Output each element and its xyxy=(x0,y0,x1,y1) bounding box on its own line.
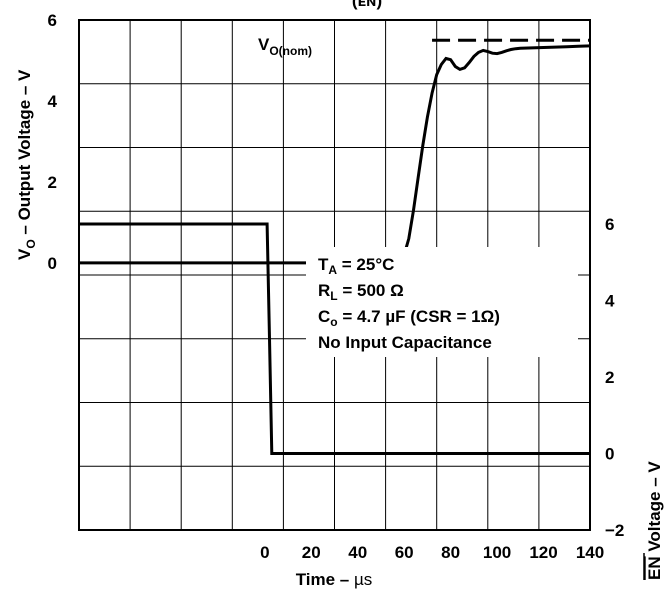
condition-co: Co = 4.7 µF (CSR = 1Ω) xyxy=(318,307,500,329)
right-y-tick-label: 6 xyxy=(605,215,614,234)
left-y-axis-label: VO – Output Voltage – V xyxy=(15,69,38,260)
nominal-voltage-label: VO(nom) xyxy=(258,35,312,58)
right-y-tick-label: 4 xyxy=(605,291,615,310)
conditions-background xyxy=(306,247,578,357)
conditions-annotation: TA = 25°C RL = 500 Ω Co = 4.7 µF (CSR = … xyxy=(306,247,578,357)
x-tick-label: 100 xyxy=(483,543,511,562)
condition-no-input-cap: No Input Capacitance xyxy=(318,333,492,352)
x-tick-label: 80 xyxy=(441,543,460,562)
left-y-tick-label: 6 xyxy=(48,11,57,30)
x-tick-label: 40 xyxy=(348,543,367,562)
x-tick-label: 120 xyxy=(529,543,557,562)
left-y-tick-label: 2 xyxy=(48,173,57,192)
plot-frame xyxy=(78,19,591,531)
right-y-tick-label: −2 xyxy=(605,521,624,540)
right-y-axis-label: EN Voltage – V xyxy=(645,461,664,580)
right-y-tick-label: 2 xyxy=(605,368,614,387)
left-y-tick-label: 4 xyxy=(48,92,58,111)
condition-ta: TA = 25°C xyxy=(318,255,394,277)
left-y-tick-label: 0 xyxy=(48,254,57,273)
condition-rl: RL = 500 Ω xyxy=(318,281,404,303)
series-output-voltage xyxy=(79,44,591,265)
chart-title-fragment: (ᴇɴ) xyxy=(352,0,382,10)
series-en-voltage xyxy=(79,222,590,455)
x-tick-label: 0 xyxy=(260,543,269,562)
x-tick-label: 140 xyxy=(576,543,604,562)
right-y-tick-label: 0 xyxy=(605,444,614,463)
right-y-ticks: −2 0 2 4 6 xyxy=(605,215,624,540)
x-tick-label: 20 xyxy=(302,543,321,562)
left-y-ticks: 0 2 4 6 xyxy=(48,11,58,273)
x-axis-label: Time – µs xyxy=(296,570,373,589)
x-tick-label: 60 xyxy=(395,543,414,562)
x-ticks: 0 20 40 60 80 100 120 140 xyxy=(260,543,604,562)
